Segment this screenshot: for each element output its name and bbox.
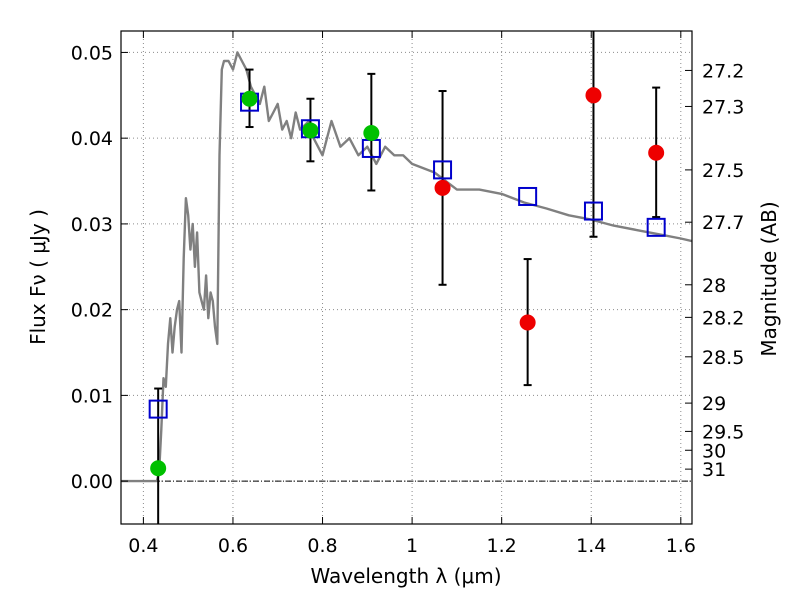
x-tick-label: 1.4 bbox=[576, 535, 606, 557]
observed-point-circle bbox=[241, 90, 258, 107]
y2-tick-label: 29 bbox=[702, 393, 726, 415]
y-tick-label: 0.02 bbox=[71, 300, 113, 322]
observed-point-circle bbox=[434, 179, 451, 196]
y-tick-label: 0.05 bbox=[71, 42, 113, 64]
y2-tick-label: 31 bbox=[702, 459, 726, 481]
ticks: 0.4 0.6 0.8 1 1.2 1.4 1.6 0.00 0.01 0.02 0.03 0.04 0… bbox=[71, 31, 744, 557]
y2-tick-label: 27.2 bbox=[702, 60, 744, 82]
y2-tick-label: 30 bbox=[702, 440, 726, 462]
y-axis-label: Flux Fν ( μJy ) bbox=[26, 209, 50, 345]
error-bars bbox=[154, 31, 661, 524]
y2-tick-label: 28.5 bbox=[702, 347, 744, 369]
model-point-square bbox=[646, 217, 666, 237]
plot-frame bbox=[120, 30, 693, 525]
observed-point-circle bbox=[363, 125, 380, 142]
x-tick-label: 0.6 bbox=[218, 535, 248, 557]
y2-tick-label: 27.3 bbox=[702, 96, 744, 118]
y-tick-label: 0.00 bbox=[71, 471, 113, 493]
y2-tick-label: 28 bbox=[702, 275, 726, 297]
observed-point-circle bbox=[519, 314, 536, 331]
model-point-square bbox=[583, 201, 603, 221]
y-tick-label: 0.03 bbox=[71, 214, 113, 236]
model-point-square bbox=[433, 160, 453, 180]
model-point-square bbox=[518, 186, 538, 206]
y2-tick-label: 27.7 bbox=[702, 212, 744, 234]
observed-point-circle bbox=[302, 122, 319, 139]
y2-axis-label: Magnitude (AB) bbox=[757, 201, 781, 356]
y2-tick-label: 29.5 bbox=[702, 421, 744, 443]
x-tick-label: 0.4 bbox=[128, 535, 158, 557]
x-tick-label: 0.8 bbox=[307, 535, 337, 557]
x-tick-label: 1.2 bbox=[487, 535, 517, 557]
observed-point-circle bbox=[585, 87, 602, 104]
x-axis-label: Wavelength λ (μm) bbox=[310, 564, 501, 588]
y2-tick-label: 28.2 bbox=[702, 307, 744, 329]
x-tick-label: 1.6 bbox=[666, 535, 696, 557]
data-markers bbox=[148, 87, 666, 477]
observed-point-circle bbox=[150, 460, 167, 477]
model-point-square bbox=[148, 399, 168, 419]
y2-tick-label: 27.5 bbox=[702, 160, 744, 182]
y-tick-label: 0.01 bbox=[71, 385, 113, 407]
x-tick-label: 1 bbox=[406, 535, 418, 557]
y-tick-label: 0.04 bbox=[71, 128, 113, 150]
template-spectrum bbox=[121, 51, 692, 483]
spectrum-line bbox=[121, 51, 692, 483]
observed-point-circle bbox=[648, 144, 665, 161]
